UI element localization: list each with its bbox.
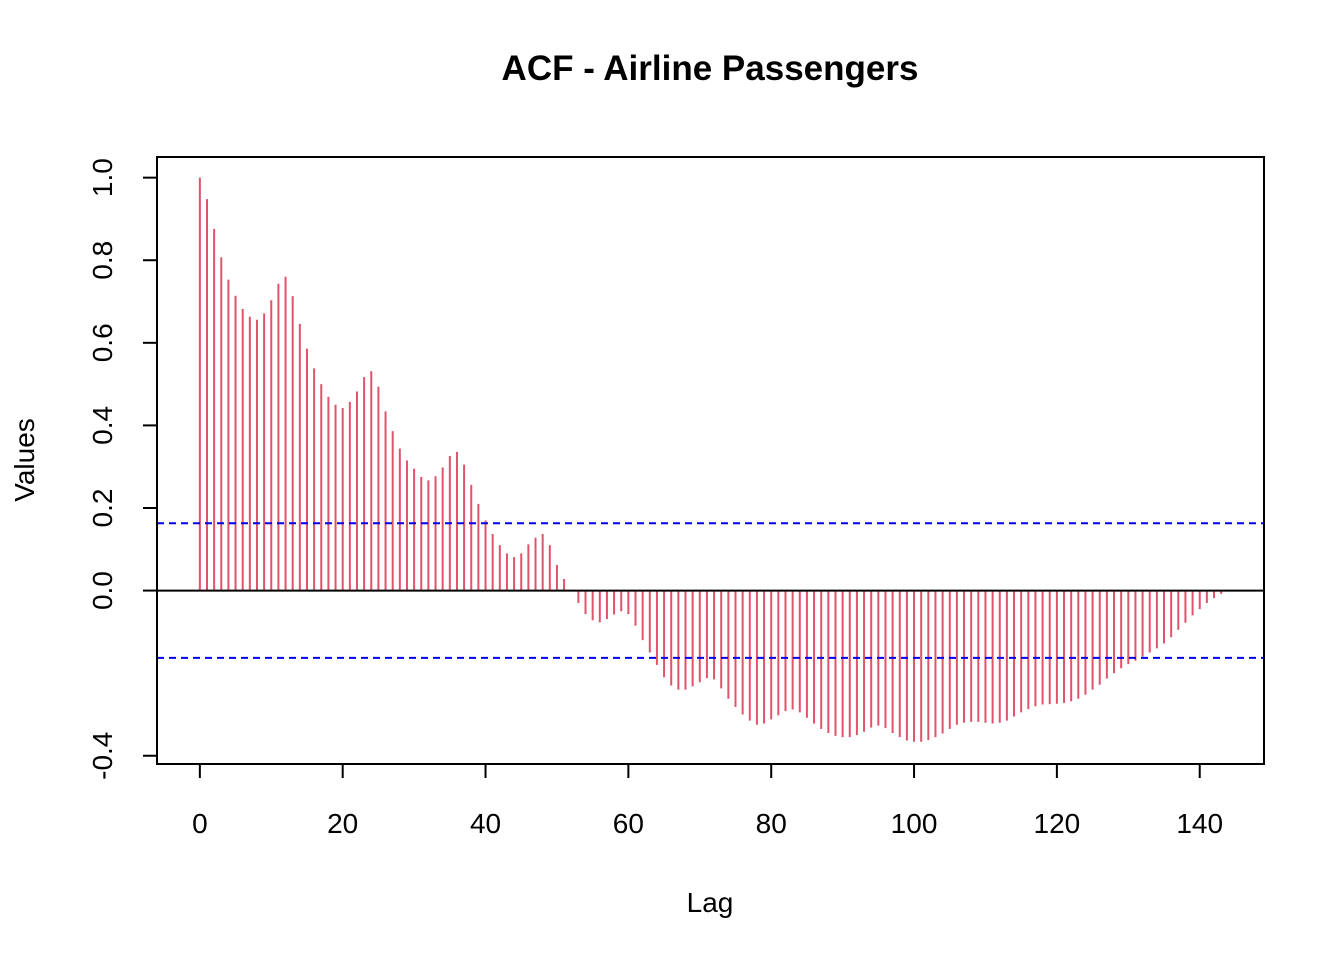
chart-title: ACF - Airline Passengers [502, 49, 919, 88]
x-tick-label: 0 [192, 808, 208, 839]
y-tick-label: -0.4 [87, 732, 118, 780]
y-tick-label: 1.0 [87, 158, 118, 197]
x-axis: 0 20 40 60 80 100 120 140 [192, 763, 1223, 839]
acf-bars [198, 177, 1223, 742]
confidence-bounds [157, 522, 1264, 659]
x-tick-label: 140 [1176, 808, 1223, 839]
x-tick-label: 80 [756, 808, 787, 839]
y-tick-label: 0.0 [87, 571, 118, 610]
x-tick-label: 20 [327, 808, 358, 839]
x-axis-label: Lag [687, 887, 734, 918]
y-axis: -0.4 0.0 0.2 0.4 0.6 0.8 1.0 [87, 158, 158, 780]
x-tick-label: 60 [613, 808, 644, 839]
x-tick-label: 120 [1034, 808, 1081, 839]
y-axis-label: Values [9, 418, 40, 502]
plot-frame [156, 156, 1265, 765]
y-tick-label: 0.4 [87, 406, 118, 445]
y-tick-label: 0.6 [87, 323, 118, 362]
x-tick-label: 40 [470, 808, 501, 839]
x-tick-label: 100 [891, 808, 938, 839]
y-tick-label: 0.8 [87, 241, 118, 280]
y-tick-label: 0.2 [87, 489, 118, 528]
